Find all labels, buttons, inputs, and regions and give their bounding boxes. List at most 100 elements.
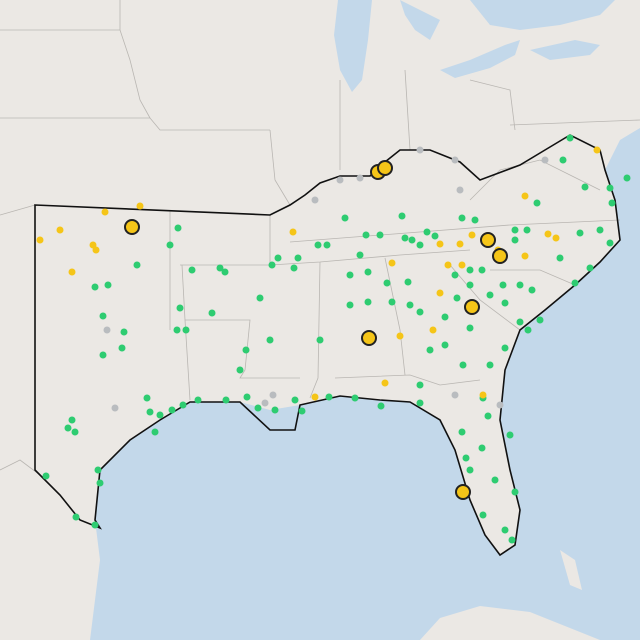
marker: [316, 336, 324, 344]
border: [404, 69, 411, 151]
marker: [444, 261, 452, 269]
marker: [92, 246, 100, 254]
marker: [496, 401, 504, 409]
marker: [593, 146, 601, 154]
marker: [511, 488, 519, 496]
marker-large: [361, 330, 377, 346]
marker: [459, 361, 467, 369]
marker: [254, 404, 262, 412]
marker: [606, 239, 614, 247]
marker: [491, 476, 499, 484]
marker: [362, 231, 370, 239]
marker: [451, 391, 459, 399]
marker: [451, 156, 459, 164]
marker: [111, 404, 119, 412]
marker: [416, 399, 424, 407]
marker: [36, 236, 44, 244]
marker: [423, 228, 431, 236]
marker: [291, 396, 299, 404]
marker: [486, 361, 494, 369]
marker: [364, 268, 372, 276]
marker: [325, 393, 333, 401]
marker: [311, 196, 319, 204]
border: [269, 129, 291, 206]
marker: [466, 266, 474, 274]
marker: [441, 341, 449, 349]
marker: [533, 199, 541, 207]
marker: [56, 226, 64, 234]
marker: [96, 479, 104, 487]
island: [420, 606, 600, 640]
marker: [429, 326, 437, 334]
marker: [290, 264, 298, 272]
marker: [221, 268, 229, 276]
marker: [478, 444, 486, 452]
marker: [298, 407, 306, 415]
marker-large: [492, 248, 508, 264]
marker: [398, 212, 406, 220]
marker: [511, 226, 519, 234]
marker: [576, 229, 584, 237]
marker: [311, 393, 319, 401]
marker: [71, 428, 79, 436]
marker: [388, 259, 396, 267]
marker: [501, 299, 509, 307]
lake: [440, 40, 520, 78]
region-outline: [34, 134, 621, 557]
marker: [501, 526, 509, 534]
marker: [458, 214, 466, 222]
marker-large: [480, 232, 496, 248]
marker: [506, 431, 514, 439]
marker: [501, 344, 509, 352]
marker: [486, 291, 494, 299]
marker: [168, 406, 176, 414]
marker: [194, 396, 202, 404]
marker: [91, 521, 99, 529]
marker: [208, 309, 216, 317]
marker: [156, 411, 164, 419]
border: [309, 261, 321, 399]
border: [185, 319, 300, 379]
marker: [479, 511, 487, 519]
marker: [266, 336, 274, 344]
marker: [151, 428, 159, 436]
marker: [608, 199, 616, 207]
marker: [484, 412, 492, 420]
marker: [274, 254, 282, 262]
marker: [458, 261, 466, 269]
border: [490, 269, 576, 286]
border: [334, 374, 481, 386]
lake: [400, 0, 440, 40]
marker: [356, 251, 364, 259]
marker: [426, 346, 434, 354]
marker: [466, 466, 474, 474]
marker: [256, 294, 264, 302]
marker: [104, 281, 112, 289]
marker: [499, 281, 507, 289]
marker: [133, 261, 141, 269]
marker: [381, 379, 389, 387]
border: [469, 159, 601, 201]
marker: [364, 298, 372, 306]
border: [0, 117, 270, 131]
border: [0, 204, 36, 216]
marker: [243, 393, 251, 401]
marker: [436, 289, 444, 297]
marker: [314, 241, 322, 249]
marker: [42, 472, 50, 480]
marker: [68, 416, 76, 424]
marker: [383, 279, 391, 287]
marker: [376, 231, 384, 239]
marker: [173, 326, 181, 334]
marker: [91, 283, 99, 291]
marker: [404, 278, 412, 286]
lake: [470, 0, 615, 30]
marker: [436, 240, 444, 248]
marker: [536, 316, 544, 324]
marker: [479, 391, 487, 399]
marker-large: [464, 299, 480, 315]
marker: [552, 234, 560, 242]
marker: [336, 176, 344, 184]
